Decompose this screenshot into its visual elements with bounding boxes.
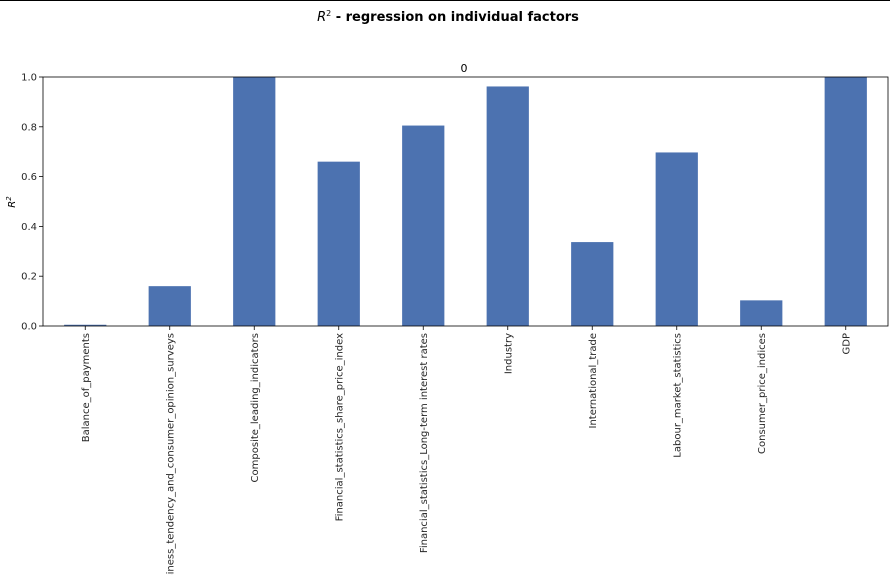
y-tick-label-4: 0.6 <box>21 172 37 183</box>
bar-10 <box>824 77 867 326</box>
x-tick-label-7: International_trade <box>588 333 599 428</box>
chart-title-math: R <box>317 10 326 25</box>
y-tick-label-2: 0.2 <box>21 272 37 283</box>
x-tick-label-8: Labour_market_statistics <box>672 333 683 458</box>
x-tick-label-1: Balance_of_payments <box>81 333 92 442</box>
x-tick-label-3: Composite_leading_indicators <box>250 333 261 482</box>
x-tick-label-5: Financial_statistics_Long-term interest … <box>419 333 430 553</box>
y-axis-label-math: R <box>7 201 18 208</box>
y-tick-label-6: 1.0 <box>21 73 37 84</box>
bar-8 <box>655 152 698 326</box>
x-tick-label-2: Business_tendency_and_consumer_opinion_s… <box>165 333 176 575</box>
x-tick-label-10: GDP <box>841 333 852 354</box>
bar-3 <box>233 77 276 326</box>
y-tick-label-3: 0.4 <box>21 222 37 233</box>
chart-title: R2 - regression on individual factors <box>317 9 579 25</box>
x-tick-label-4: Financial_statistics_share_price_index <box>334 333 345 521</box>
y-axis-label: R2 <box>5 196 18 208</box>
y-tick-label-1: 0.0 <box>21 322 37 333</box>
chart-title-sup: 2 <box>326 9 331 18</box>
x-tick-label-9: Consumer_price_indices <box>757 333 768 454</box>
chart-subtitle: 0 <box>461 62 468 75</box>
chart-title-rest: - regression on individual factors <box>331 10 579 25</box>
plot-frame <box>42 76 889 327</box>
bars-group <box>64 77 867 327</box>
y-axis-label-sup: 2 <box>5 196 13 201</box>
y-tick-label-5: 0.8 <box>21 122 37 133</box>
bar-7 <box>571 242 614 326</box>
bar-5 <box>402 125 445 327</box>
bar-2 <box>148 286 191 326</box>
y-ticks-group: 0.0 0.2 0.4 0.6 0.8 1.0 <box>21 73 43 333</box>
bar-1 <box>64 324 107 326</box>
x-ticks-group: Balance_of_payments Business_tendency_and… <box>81 326 852 575</box>
bar-6 <box>486 86 529 326</box>
bar-4 <box>317 161 360 326</box>
bar-9 <box>740 300 783 326</box>
window-top-border <box>0 0 890 1</box>
x-tick-label-6: Industry <box>503 333 514 374</box>
